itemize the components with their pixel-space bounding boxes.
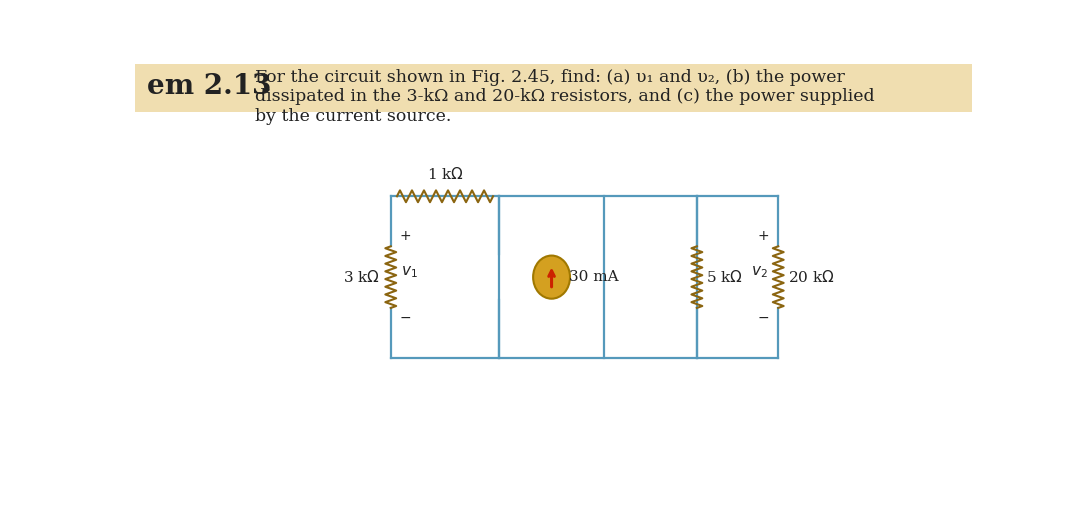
Text: dissipated in the 3-kΩ and 20-kΩ resistors, and (c) the power supplied: dissipated in the 3-kΩ and 20-kΩ resisto… bbox=[255, 88, 875, 105]
Text: −: − bbox=[400, 311, 410, 325]
Text: $v_1$: $v_1$ bbox=[401, 264, 418, 280]
Text: 1 k$\Omega$: 1 k$\Omega$ bbox=[427, 165, 463, 181]
Text: 20 k$\Omega$: 20 k$\Omega$ bbox=[788, 269, 835, 285]
Text: +: + bbox=[757, 229, 769, 243]
Text: +: + bbox=[400, 229, 410, 243]
Text: 5 k$\Omega$: 5 k$\Omega$ bbox=[706, 269, 743, 285]
Text: For the circuit shown in Fig. 2.45, find: (a) υ₁ and υ₂, (b) the power: For the circuit shown in Fig. 2.45, find… bbox=[255, 69, 845, 86]
FancyBboxPatch shape bbox=[135, 64, 972, 112]
Text: by the current source.: by the current source. bbox=[255, 107, 451, 124]
Text: em 2.13: em 2.13 bbox=[147, 73, 271, 101]
Text: 30 mA: 30 mA bbox=[568, 270, 618, 284]
Text: $v_2$: $v_2$ bbox=[752, 264, 768, 280]
Ellipse shape bbox=[534, 255, 570, 298]
Text: 3 k$\Omega$: 3 k$\Omega$ bbox=[343, 269, 380, 285]
Text: −: − bbox=[757, 311, 769, 325]
